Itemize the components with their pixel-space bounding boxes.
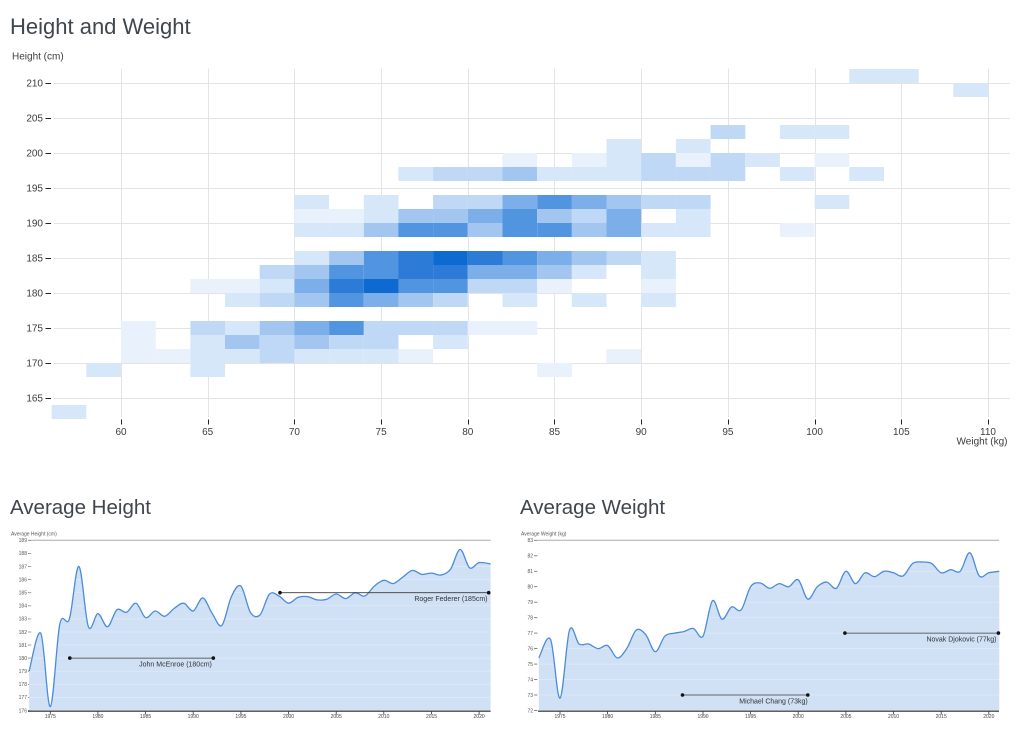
svg-text:2015: 2015 xyxy=(426,714,437,720)
svg-text:Novak Djokovic (77kg): Novak Djokovic (77kg) xyxy=(926,637,996,644)
svg-text:72: 72 xyxy=(527,708,533,714)
svg-text:74: 74 xyxy=(527,677,533,683)
svg-text:Weight (kg): Weight (kg) xyxy=(957,437,1008,448)
svg-text:65: 65 xyxy=(202,427,214,438)
svg-text:2005: 2005 xyxy=(331,714,342,720)
svg-text:76: 76 xyxy=(527,646,533,652)
svg-text:83: 83 xyxy=(527,538,533,544)
svg-text:179: 179 xyxy=(19,669,28,675)
svg-text:2015: 2015 xyxy=(936,714,947,720)
svg-text:182: 182 xyxy=(19,630,28,636)
svg-text:90: 90 xyxy=(636,427,648,438)
svg-text:2020: 2020 xyxy=(983,714,994,720)
svg-text:177: 177 xyxy=(19,695,28,701)
svg-text:100: 100 xyxy=(806,427,823,438)
svg-text:180: 180 xyxy=(19,656,28,662)
svg-text:Michael Chang (73kg): Michael Chang (73kg) xyxy=(739,698,807,705)
svg-text:Average Weight (kg): Average Weight (kg) xyxy=(521,532,567,538)
svg-text:200: 200 xyxy=(26,149,43,160)
svg-text:175: 175 xyxy=(26,324,43,335)
svg-text:181: 181 xyxy=(19,643,28,649)
svg-text:81: 81 xyxy=(527,569,533,575)
svg-text:2000: 2000 xyxy=(793,714,804,720)
svg-text:1990: 1990 xyxy=(188,714,199,720)
svg-text:180: 180 xyxy=(26,289,43,300)
svg-text:1975: 1975 xyxy=(45,714,56,720)
svg-text:2020: 2020 xyxy=(474,714,485,720)
svg-text:75: 75 xyxy=(527,662,533,668)
svg-text:1980: 1980 xyxy=(92,714,103,720)
svg-text:188: 188 xyxy=(19,551,28,557)
svg-text:189: 189 xyxy=(19,538,28,544)
svg-text:183: 183 xyxy=(19,617,28,623)
svg-text:95: 95 xyxy=(722,427,734,438)
svg-text:80: 80 xyxy=(462,427,474,438)
svg-text:110: 110 xyxy=(980,427,996,438)
svg-text:185: 185 xyxy=(26,254,43,265)
svg-text:1995: 1995 xyxy=(235,714,246,720)
svg-text:2010: 2010 xyxy=(888,714,899,720)
svg-text:1975: 1975 xyxy=(554,714,565,720)
svg-text:Height (cm): Height (cm) xyxy=(12,52,64,63)
svg-text:75: 75 xyxy=(376,427,388,438)
svg-text:79: 79 xyxy=(527,600,533,606)
svg-text:2000: 2000 xyxy=(283,714,294,720)
svg-text:185: 185 xyxy=(19,591,28,597)
svg-text:176: 176 xyxy=(19,708,28,714)
svg-text:210: 210 xyxy=(26,79,43,90)
svg-text:Height and Weight: Height and Weight xyxy=(10,14,191,39)
svg-text:85: 85 xyxy=(549,427,561,438)
svg-text:2005: 2005 xyxy=(840,714,851,720)
svg-text:1990: 1990 xyxy=(697,714,708,720)
svg-text:165: 165 xyxy=(26,394,43,405)
svg-text:Average Height (cm): Average Height (cm) xyxy=(11,532,57,538)
svg-text:Average Weight: Average Weight xyxy=(520,496,665,519)
svg-text:John McEnroe (180cm): John McEnroe (180cm) xyxy=(139,662,212,669)
svg-text:2010: 2010 xyxy=(378,714,389,720)
svg-text:1980: 1980 xyxy=(602,714,613,720)
svg-text:205: 205 xyxy=(26,114,43,125)
svg-text:77: 77 xyxy=(527,631,533,637)
svg-text:60: 60 xyxy=(115,427,127,438)
svg-text:73: 73 xyxy=(527,693,533,699)
svg-text:70: 70 xyxy=(289,427,301,438)
svg-text:178: 178 xyxy=(19,682,28,688)
svg-text:1985: 1985 xyxy=(140,714,151,720)
svg-text:184: 184 xyxy=(19,604,28,610)
svg-text:82: 82 xyxy=(527,554,533,560)
svg-text:170: 170 xyxy=(26,359,43,370)
svg-text:Roger Federer (185cm): Roger Federer (185cm) xyxy=(414,596,487,603)
svg-text:186: 186 xyxy=(19,577,28,583)
svg-text:190: 190 xyxy=(26,219,43,230)
svg-text:195: 195 xyxy=(26,184,43,195)
svg-text:80: 80 xyxy=(527,585,533,591)
svg-text:187: 187 xyxy=(19,564,28,570)
svg-text:105: 105 xyxy=(893,427,910,438)
svg-text:1985: 1985 xyxy=(650,714,661,720)
svg-text:1995: 1995 xyxy=(745,714,756,720)
svg-text:Average Height: Average Height xyxy=(10,496,151,519)
svg-text:78: 78 xyxy=(527,616,533,622)
